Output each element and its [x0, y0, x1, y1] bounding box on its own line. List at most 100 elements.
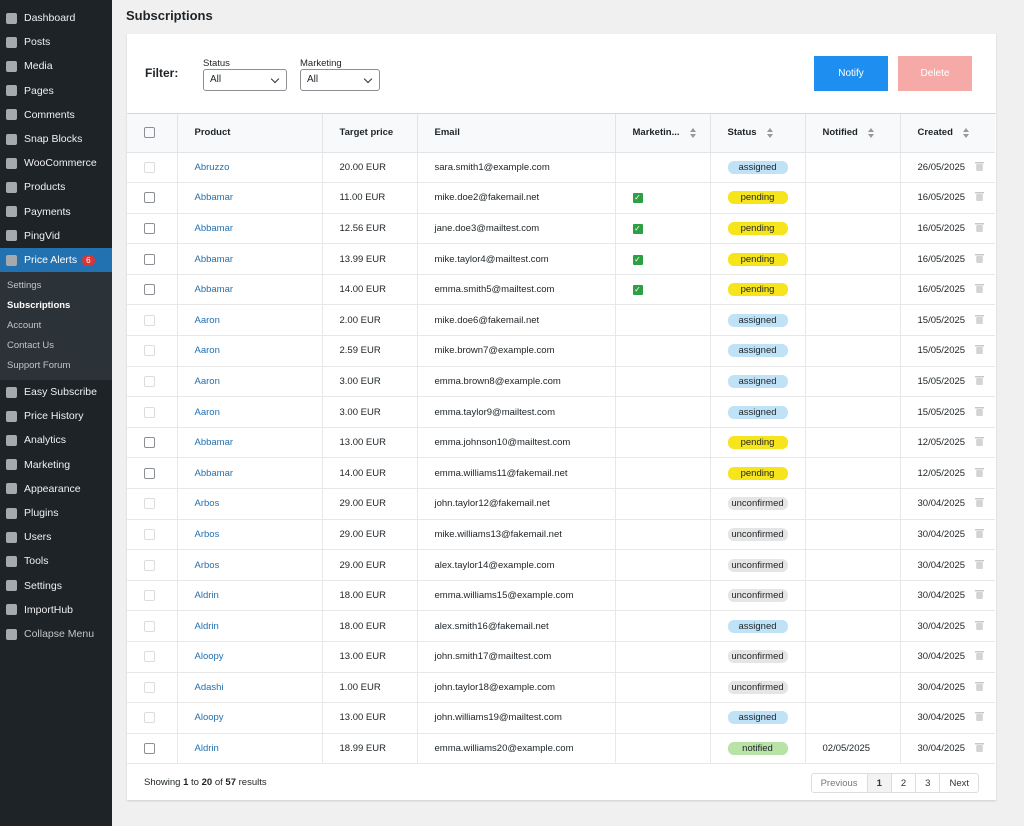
menu-item[interactable]: Price Alerts 6 — [0, 248, 112, 272]
menu-item[interactable]: Media — [0, 54, 112, 78]
menu-item[interactable]: Analytics — [0, 428, 112, 452]
trash-icon[interactable] — [975, 192, 984, 204]
trash-icon[interactable] — [975, 743, 984, 755]
previous-button[interactable]: Previous — [812, 774, 868, 792]
checkbox[interactable] — [144, 253, 155, 265]
submenu-item[interactable]: Subscriptions — [7, 300, 71, 311]
menu-item[interactable]: Settings — [0, 574, 112, 598]
product-link[interactable]: Arbos — [194, 498, 220, 510]
header-cell[interactable]: Created — [900, 114, 969, 153]
menu-item[interactable]: PingVid — [0, 224, 112, 248]
menu-item[interactable]: Pages — [0, 79, 112, 103]
menu-item[interactable]: Appearance — [0, 477, 112, 501]
product-link[interactable]: Abbamar — [194, 222, 234, 234]
cell — [127, 733, 178, 765]
cell: 30/04/2025 — [900, 733, 969, 765]
price: 14.00 EUR — [339, 467, 386, 479]
trash-icon[interactable] — [975, 161, 984, 174]
product-link[interactable]: Aloopy — [194, 651, 224, 663]
menu-item[interactable]: Products — [0, 175, 112, 199]
header-cell[interactable]: Notified — [805, 114, 901, 153]
trash-icon[interactable] — [975, 253, 984, 266]
trash-icon[interactable] — [975, 345, 984, 357]
trash-icon[interactable] — [975, 712, 984, 724]
product-link[interactable]: Aldrin — [194, 590, 219, 602]
trash-icon[interactable] — [975, 681, 984, 694]
product-link[interactable]: Aldrin — [194, 743, 219, 755]
menu-item[interactable]: Posts — [0, 30, 112, 54]
product-link[interactable]: Aaron — [194, 345, 220, 357]
submenu-item[interactable]: Support Forum — [7, 360, 71, 371]
menu-item[interactable]: ImportHub — [0, 598, 112, 622]
product-link[interactable]: Abbamar — [194, 192, 234, 204]
menu-item[interactable]: Easy Subscribe — [0, 380, 112, 404]
checkbox[interactable] — [144, 222, 155, 234]
menu-item[interactable]: Collapse Menu — [0, 622, 112, 646]
page-button[interactable]: 3 — [916, 774, 941, 792]
cell: assigned — [710, 304, 806, 337]
header-cell[interactable]: Status — [710, 114, 806, 153]
menu-item[interactable]: Payments — [0, 200, 112, 224]
trash-icon[interactable] — [975, 437, 984, 449]
marketing-select[interactable]: All — [300, 69, 380, 91]
trash-icon[interactable] — [975, 222, 984, 235]
email: john.williams19@mailtest.com — [434, 712, 562, 724]
menu-item[interactable]: Snap Blocks — [0, 127, 112, 151]
product-link[interactable]: Abbamar — [194, 437, 234, 449]
product-link[interactable]: Abbamar — [194, 253, 234, 265]
product-link[interactable]: Adashi — [194, 681, 224, 693]
menu-item[interactable]: Tools — [0, 549, 112, 573]
cell — [615, 427, 711, 459]
header-cell[interactable]: Marketin... — [615, 114, 711, 153]
page-button[interactable]: 2 — [892, 774, 917, 792]
submenu-item[interactable]: Contact Us — [7, 340, 54, 351]
checkbox[interactable] — [144, 284, 155, 296]
trash-icon[interactable] — [975, 406, 984, 419]
menu-icon — [6, 230, 17, 242]
cell: pending — [710, 274, 806, 306]
product-link[interactable]: Aloopy — [194, 712, 224, 724]
trash-icon[interactable] — [975, 467, 984, 480]
product-link[interactable]: Abbamar — [194, 284, 234, 296]
trash-icon[interactable] — [975, 375, 984, 388]
trash-icon[interactable] — [975, 590, 984, 602]
trash-icon[interactable] — [975, 498, 984, 510]
menu-item[interactable]: Price History — [0, 404, 112, 428]
product-link[interactable]: Aaron — [194, 406, 220, 418]
checkbox[interactable] — [144, 192, 155, 204]
product-link[interactable]: Arbos — [194, 528, 220, 540]
trash-icon[interactable] — [975, 620, 984, 633]
page-button[interactable]: 1 — [867, 774, 892, 792]
menu-item[interactable]: Marketing — [0, 453, 112, 477]
next-button[interactable]: Next — [949, 777, 969, 789]
submenu-item[interactable]: Account — [7, 320, 42, 331]
checkbox[interactable] — [144, 467, 155, 479]
product-link[interactable]: Aaron — [194, 314, 220, 326]
menu-item[interactable]: Comments — [0, 103, 112, 127]
notify-button[interactable]: Notify — [814, 56, 888, 91]
menu-label: Dashboard — [24, 12, 76, 24]
menu-item[interactable]: WooCommerce — [0, 151, 112, 175]
product-link[interactable]: Aaron — [194, 375, 220, 387]
trash-icon[interactable] — [975, 314, 984, 327]
menu-item[interactable]: Users — [0, 525, 112, 549]
product-link[interactable]: Abruzzo — [194, 161, 230, 173]
cell: john.williams19@mailtest.com — [417, 702, 616, 734]
checkbox[interactable] — [144, 127, 155, 139]
product-link[interactable]: Aldrin — [194, 620, 219, 632]
menu-item[interactable]: Dashboard — [0, 6, 112, 30]
checkbox[interactable] — [144, 437, 155, 449]
trash-icon[interactable] — [975, 528, 984, 541]
status-select[interactable]: All — [203, 69, 287, 91]
trash-icon[interactable] — [975, 651, 984, 663]
checkbox[interactable] — [144, 743, 155, 755]
delete-button[interactable]: Delete — [898, 56, 972, 91]
product-link[interactable]: Arbos — [194, 559, 220, 571]
trash-icon[interactable] — [975, 284, 984, 296]
submenu-item[interactable]: Settings — [7, 280, 42, 291]
menu-label: Comments — [24, 108, 75, 121]
product-link[interactable]: Abbamar — [194, 467, 234, 479]
trash-icon[interactable] — [975, 559, 984, 572]
cell: emma.taylor9@mailtest.com — [417, 396, 616, 428]
menu-item[interactable]: Plugins — [0, 501, 112, 525]
